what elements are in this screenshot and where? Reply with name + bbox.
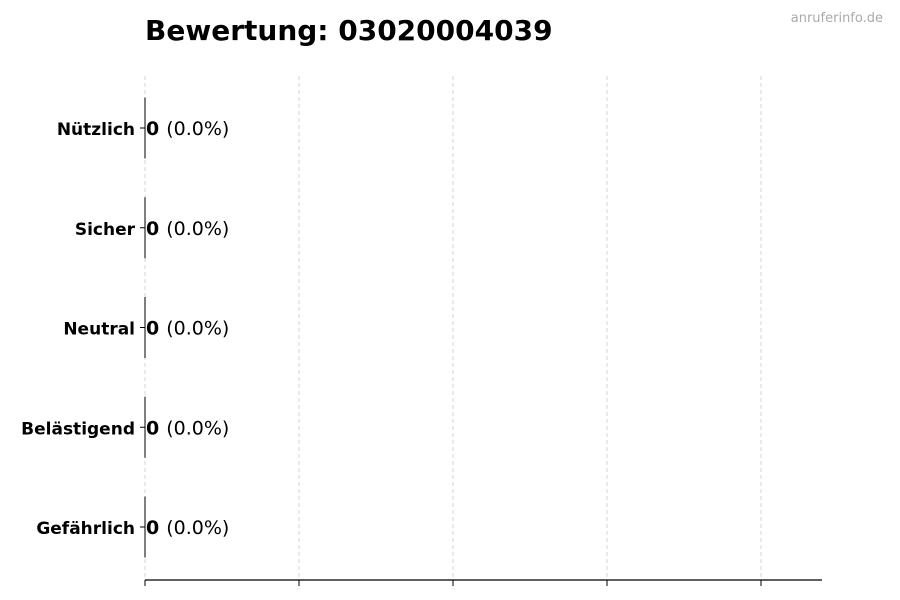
watermark: anruferinfo.de <box>791 11 883 26</box>
value-label: 0 (0.0%) <box>146 318 229 340</box>
value-percent: (0.0%) <box>166 318 229 340</box>
value-label: 0 (0.0%) <box>146 517 229 539</box>
chart-title: Bewertung: 03020004039 <box>145 14 553 47</box>
value-percent: (0.0%) <box>166 218 229 240</box>
value-count: 0 <box>146 118 159 140</box>
value-label: 0 (0.0%) <box>146 218 229 240</box>
value-count: 0 <box>146 517 159 539</box>
value-label: 0 (0.0%) <box>146 417 229 439</box>
value-count: 0 <box>146 417 159 439</box>
category-label: Gefährlich <box>36 519 135 539</box>
value-percent: (0.0%) <box>166 118 229 140</box>
value-count: 0 <box>146 318 159 340</box>
category-label: Belästigend <box>21 419 135 439</box>
category-label: Nützlich <box>57 120 135 140</box>
value-label: 0 (0.0%) <box>146 118 229 140</box>
category-label: Sicher <box>75 220 136 240</box>
value-percent: (0.0%) <box>166 417 229 439</box>
value-percent: (0.0%) <box>166 517 229 539</box>
value-count: 0 <box>146 218 159 240</box>
category-label: Neutral <box>63 320 135 340</box>
